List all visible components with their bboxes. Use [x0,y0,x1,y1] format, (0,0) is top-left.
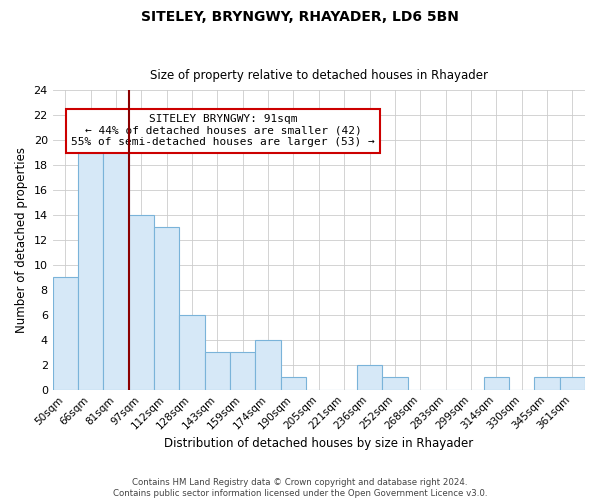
Bar [281,377,306,390]
Bar [535,377,560,390]
Bar [256,340,281,390]
Bar [179,315,205,390]
Bar [382,377,407,390]
Text: SITELEY BRYNGWY: 91sqm
← 44% of detached houses are smaller (42)
55% of semi-det: SITELEY BRYNGWY: 91sqm ← 44% of detached… [71,114,375,148]
Bar [484,377,509,390]
X-axis label: Distribution of detached houses by size in Rhayader: Distribution of detached houses by size … [164,437,473,450]
Bar [205,352,230,390]
Bar [78,152,103,390]
Text: Contains HM Land Registry data © Crown copyright and database right 2024.
Contai: Contains HM Land Registry data © Crown c… [113,478,487,498]
Bar [53,278,78,390]
Text: SITELEY, BRYNGWY, RHAYADER, LD6 5BN: SITELEY, BRYNGWY, RHAYADER, LD6 5BN [141,10,459,24]
Bar [129,215,154,390]
Bar [560,377,585,390]
Bar [230,352,256,390]
Bar [357,365,382,390]
Bar [103,140,129,390]
Bar [154,228,179,390]
Title: Size of property relative to detached houses in Rhayader: Size of property relative to detached ho… [150,69,488,82]
Y-axis label: Number of detached properties: Number of detached properties [15,147,28,333]
